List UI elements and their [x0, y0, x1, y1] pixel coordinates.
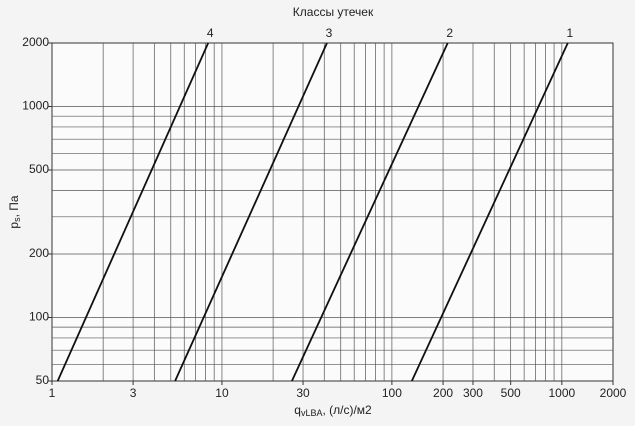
x-tick-label: 10 [215, 386, 229, 400]
class-label: 2 [446, 26, 453, 40]
y-axis-label: ps, Па [7, 195, 22, 228]
x-label-main: q [294, 403, 301, 417]
y-tick-label: 50 [36, 373, 50, 387]
x-tick-label: 200 [433, 386, 453, 400]
y-tick-label: 500 [29, 162, 49, 176]
x-tick-label: 100 [382, 386, 402, 400]
y-tick-label: 2000 [22, 35, 49, 49]
x-label-unit: , (л/с)/м2 [322, 403, 372, 417]
y-tick-label: 100 [29, 310, 49, 324]
leakage-line [56, 42, 210, 382]
chart-title: Классы утечек [293, 5, 374, 19]
y-label-unit: , Па [7, 195, 21, 217]
y-label-sub: s [12, 217, 22, 222]
y-tick-label: 1000 [22, 99, 49, 113]
x-tick-label: 500 [501, 386, 521, 400]
x-axis-label: qvLBA, (л/с)/м2 [294, 403, 372, 418]
y-tick-label: 200 [29, 246, 49, 260]
class-label: 4 [207, 26, 214, 40]
x-tick-label: 30 [296, 386, 310, 400]
class-label: 1 [566, 26, 573, 40]
x-tick-label: 3 [130, 386, 137, 400]
x-tick-label: 2000 [600, 386, 627, 400]
plot-area [51, 42, 614, 382]
x-tick-label: 1000 [548, 386, 575, 400]
leakage-line [411, 42, 569, 382]
y-label-main: p [7, 222, 21, 229]
x-tick-label: 300 [463, 386, 483, 400]
x-label-sub: vLBA [301, 408, 323, 418]
leakage-line [291, 42, 449, 382]
class-label: 3 [326, 26, 333, 40]
leakage-line [174, 42, 328, 382]
x-tick-label: 1 [49, 386, 56, 400]
